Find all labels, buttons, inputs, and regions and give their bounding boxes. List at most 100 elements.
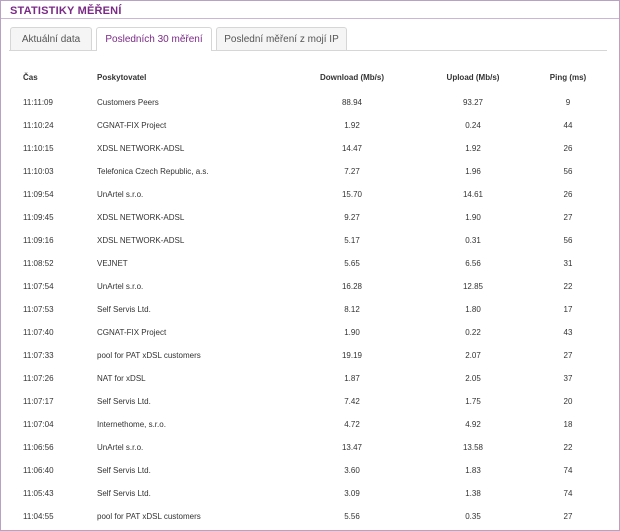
cell-time: 11:11:09 [23,98,53,107]
cell-ping: 9 [565,98,571,107]
table-row: 11:07:17 Self Servis Ltd. 7.42 1.75 20 [1,390,619,413]
cell-time: 11:10:03 [23,167,54,176]
cell-time: 11:09:54 [23,190,54,199]
table-row: 11:04:55 pool for PAT xDSL customers 5.56 0… [1,505,619,528]
cell-download: 4.72 [344,420,360,429]
tab-last-30-measurements[interactable]: Posledních 30 měření [96,27,212,51]
cell-provider: VEJNET [97,259,128,268]
table-row: 11:07:54 UnArtel s.r.o. 16.28 12.85 22 [1,275,619,298]
cell-provider: UnArtel s.r.o. [97,443,144,452]
cell-download: 19.19 [341,351,363,360]
cell-time: 11:07:04 [23,420,54,429]
cell-ping: 26 [563,190,573,199]
cell-provider: pool for PAT xDSL customers [97,512,201,521]
cell-provider: UnArtel s.r.o. [97,190,144,199]
cell-download: 5.65 [344,259,360,268]
cell-provider: XDSL NETWORK-ADSL [97,144,185,153]
cell-upload: 1.92 [465,144,481,153]
table-row: 11:10:03 Telefonica Czech Republic, a.s. 7… [1,160,619,183]
cell-provider: Internethome, s.r.o. [97,420,166,429]
cell-download: 7.42 [344,397,360,406]
table-row: 11:07:04 Internethome, s.r.o. 4.72 4.92 18 [1,413,619,436]
cell-time: 11:05:43 [23,489,54,498]
cell-upload: 0.31 [465,236,481,245]
cell-upload: 14.61 [462,190,484,199]
cell-ping: 31 [563,259,573,268]
cell-upload: 12.85 [462,282,484,291]
cell-ping: 22 [563,282,573,291]
cell-ping: 27 [563,512,573,521]
cell-time: 11:07:54 [23,282,54,291]
cell-download: 5.17 [344,236,360,245]
table-row: 11:07:33 pool for PAT xDSL customers 19.19… [1,344,619,367]
cell-upload: 6.56 [465,259,481,268]
cell-provider: CGNAT-FIX Project [97,328,167,337]
cell-time: 11:06:56 [23,443,54,452]
table-row: 11:07:53 Self Servis Ltd. 8.12 1.80 17 [1,298,619,321]
table-row: 11:06:40 Self Servis Ltd. 3.60 1.83 74 [1,459,619,482]
header-provider: Poskytovatel [97,73,147,82]
cell-ping: 56 [563,236,573,245]
cell-download: 1.90 [344,328,360,337]
cell-provider: Self Servis Ltd. [97,466,151,475]
cell-download: 1.87 [344,374,360,383]
cell-ping: 27 [563,213,573,222]
table-row: 11:07:26 NAT for xDSL 1.87 2.05 37 [1,367,619,390]
cell-provider: Self Servis Ltd. [97,305,151,314]
cell-download: 14.47 [341,144,363,153]
cell-provider: NAT for xDSL [97,374,146,383]
header-upload: Upload (Mb/s) [446,73,500,82]
cell-provider: Telefonica Czech Republic, a.s. [97,167,209,176]
table-body: 11:11:09 Customers Peers 88.94 93.27 9 11:10:… [1,91,619,528]
cell-upload: 2.07 [465,351,481,360]
header-time: Čas [23,73,38,82]
cell-upload: 1.80 [465,305,481,314]
cell-upload: 0.24 [465,121,481,130]
cell-provider: XDSL NETWORK-ADSL [97,236,185,245]
tab-last-measurement-my-ip[interactable]: Poslední měření z mojí IP [216,27,347,50]
cell-download: 7.27 [344,167,360,176]
tab-current-data[interactable]: Aktuální data [10,27,92,50]
table-row: 11:09:16 XDSL NETWORK-ADSL 5.17 0.31 56 [1,229,619,252]
cell-time: 11:07:53 [23,305,54,314]
table-row: 11:10:15 XDSL NETWORK-ADSL 14.47 1.92 26 [1,137,619,160]
table-row: 11:06:56 UnArtel s.r.o. 13.47 13.58 22 [1,436,619,459]
measurements-table: Čas Poskytovatel Download (Mb/s) Upload … [1,65,619,528]
cell-upload: 13.58 [462,443,484,452]
cell-download: 1.92 [344,121,360,130]
header-download: Download (Mb/s) [320,73,384,82]
cell-time: 11:06:40 [23,466,54,475]
cell-time: 11:07:26 [23,374,54,383]
cell-upload: 1.90 [465,213,481,222]
cell-time: 11:10:15 [23,144,54,153]
cell-download: 15.70 [341,190,363,199]
cell-upload: 1.75 [465,397,481,406]
cell-ping: 43 [563,328,573,337]
table-row: 11:10:24 CGNAT-FIX Project 1.92 0.24 44 [1,114,619,137]
cell-provider: Self Servis Ltd. [97,397,151,406]
cell-download: 9.27 [344,213,360,222]
cell-time: 11:07:40 [23,328,54,337]
cell-ping: 22 [563,443,573,452]
cell-time: 11:08:52 [23,259,54,268]
table-row: 11:09:54 UnArtel s.r.o. 15.70 14.61 26 [1,183,619,206]
cell-time: 11:09:45 [23,213,54,222]
cell-ping: 37 [563,374,573,383]
cell-download: 8.12 [344,305,360,314]
cell-time: 11:09:16 [23,236,54,245]
cell-provider: Customers Peers [97,98,159,107]
cell-provider: Self Servis Ltd. [97,489,151,498]
header-ping: Ping (ms) [549,73,587,82]
cell-provider: pool for PAT xDSL customers [97,351,201,360]
table-row: 11:11:09 Customers Peers 88.94 93.27 9 [1,91,619,114]
cell-provider: CGNAT-FIX Project [97,121,167,130]
cell-ping: 74 [563,489,573,498]
cell-download: 88.94 [341,98,363,107]
cell-ping: 20 [563,397,573,406]
cell-upload: 2.05 [465,374,481,383]
cell-upload: 0.35 [465,512,481,521]
cell-upload: 4.92 [465,420,481,429]
cell-upload: 0.22 [465,328,481,337]
cell-upload: 1.96 [465,167,481,176]
